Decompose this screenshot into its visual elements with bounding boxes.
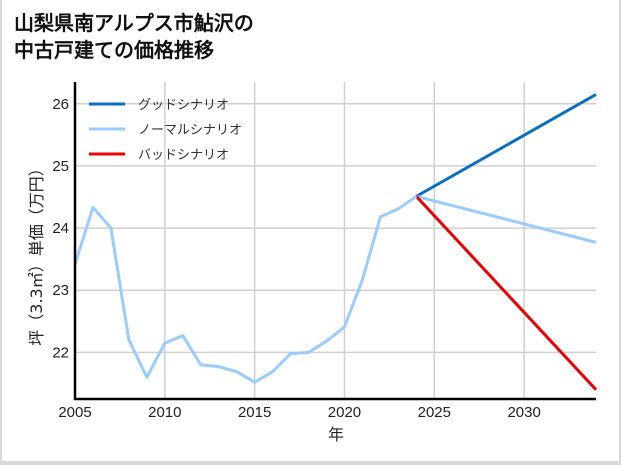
scenario-line <box>415 195 598 391</box>
y-tick-label: 22 <box>52 344 69 361</box>
x-tick-label: 2030 <box>507 404 540 421</box>
y-tick-label: 26 <box>52 96 69 113</box>
historical-line <box>73 195 418 384</box>
y-tick-label: 23 <box>52 282 69 299</box>
y-tick-label: 24 <box>52 220 69 237</box>
axes: 2005 2010 2015 2020 2025 2030 22 23 24 25 26 <box>52 82 596 421</box>
gridlines <box>74 82 596 399</box>
legend-label: グッドシナリオ <box>138 98 229 113</box>
legend-label: バッドシナリオ <box>138 148 229 163</box>
x-tick-label: 2025 <box>418 404 451 421</box>
y-axis-label: 坪（3.3㎡）単価（万円） <box>27 160 46 345</box>
x-tick-label: 2015 <box>238 404 271 421</box>
y-tick-label: 25 <box>52 158 69 175</box>
x-tick-label: 2020 <box>328 404 361 421</box>
scenario-line <box>415 93 597 198</box>
x-axis-label: 年 <box>328 425 344 444</box>
x-tick-label: 2005 <box>58 404 91 421</box>
legend-label: ノーマルシナリオ <box>138 123 242 138</box>
x-tick-label: 2010 <box>148 404 181 421</box>
data-lines <box>73 93 598 391</box>
chart-title: 山梨県南アルプス市鮎沢の 中古戸建ての価格推移 <box>14 11 254 62</box>
scenario-line <box>415 194 597 244</box>
